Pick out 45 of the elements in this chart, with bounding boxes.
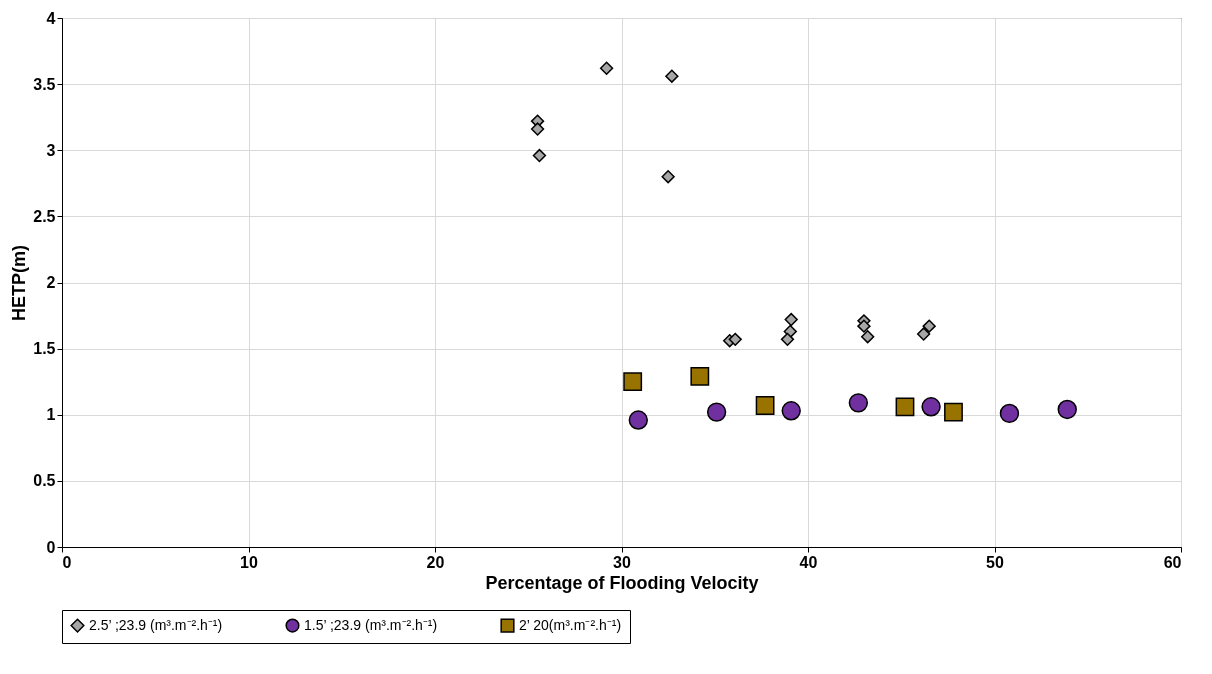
point [916,327,931,341]
point [690,366,710,386]
point [665,69,679,83]
point [530,122,545,136]
point [728,332,742,347]
y-tick-label: 1 [46,406,56,424]
point [921,397,941,417]
y-axis-title: HETP(m) [9,245,30,321]
y-tick-label: 0.5 [33,472,56,490]
point [861,330,875,344]
point [781,401,801,421]
x-tick-label: 10 [240,553,258,571]
y-tick-label: 3.5 [33,75,56,93]
point [623,372,643,392]
point [780,332,795,347]
point [628,410,648,430]
point [999,403,1020,424]
point [857,319,871,333]
y-tick-label: 1.5 [33,340,56,358]
legend-label: 2’ 20(m³.m⁻².h⁻¹) [519,616,622,633]
y-tick-label: 4 [46,9,56,27]
point [706,402,727,422]
x-tick-label: 20 [426,553,445,571]
x-tick-label: 30 [613,553,631,571]
point [532,148,547,163]
y-tick-label: 2.5 [33,207,56,225]
point [599,61,614,75]
x-tick-label: 40 [799,553,818,571]
x-axis-title: Percentage of Flooding Velocity [485,572,759,593]
point [944,402,963,422]
x-tick-label: 60 [1163,553,1182,571]
x-tick-label: 0 [62,553,72,571]
legend-label: 2.5’ ;23.9 (m³.m⁻².h⁻¹) [89,616,223,633]
legend-label: 1.5’ ;23.9 (m³.m⁻².h⁻¹) [304,616,438,633]
y-tick-label: 2 [46,274,56,291]
point [1057,399,1077,420]
point [755,396,775,415]
y-tick-label: 0 [46,538,56,556]
point [661,170,675,184]
x-tick-label: 50 [986,553,1004,571]
point [922,319,936,333]
y-tick-label: 3 [46,141,56,159]
point [784,312,798,327]
point [895,397,915,417]
point [848,393,869,413]
